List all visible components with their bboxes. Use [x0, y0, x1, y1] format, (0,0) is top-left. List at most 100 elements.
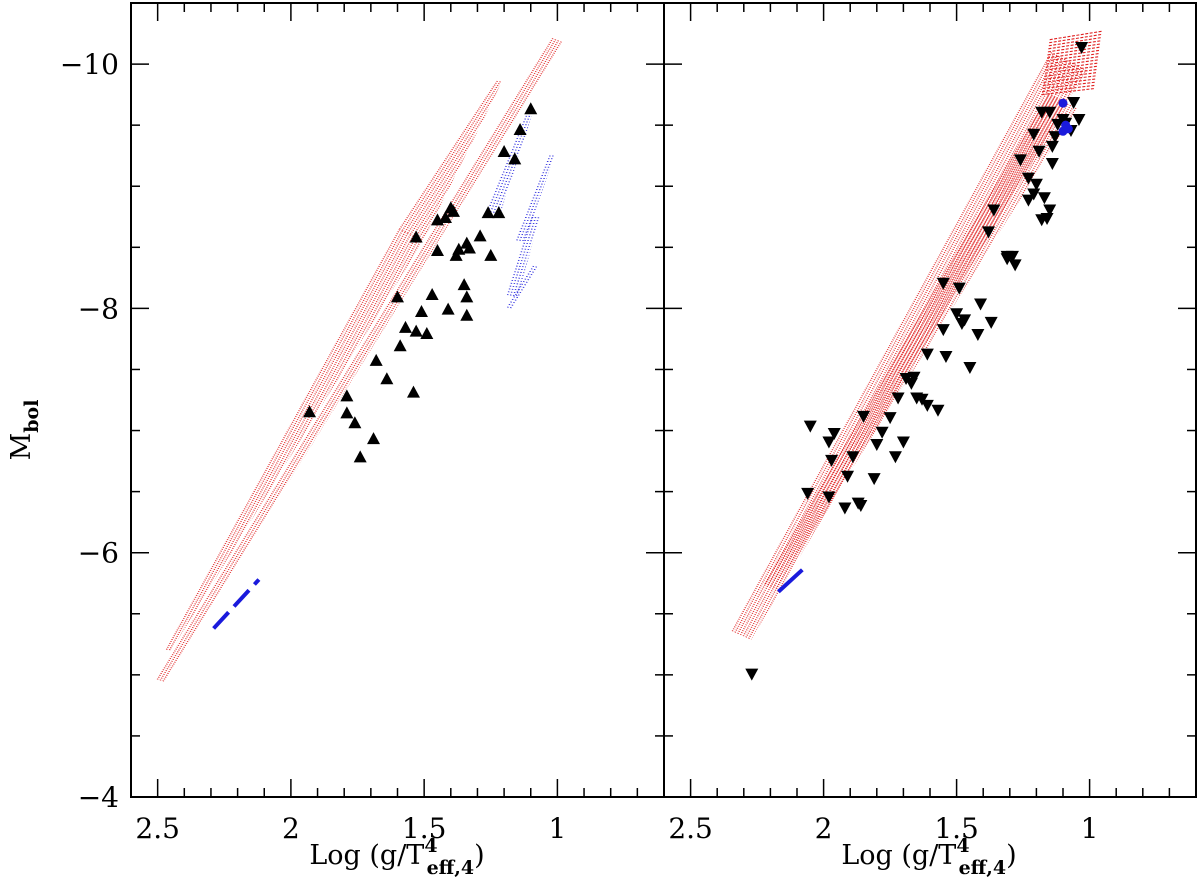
band-hatch-line	[309, 388, 328, 398]
band-hatch-line	[366, 286, 389, 298]
band-hatch-line	[921, 285, 952, 301]
band-hatch-line	[414, 204, 437, 215]
star-marker	[406, 385, 420, 398]
band-hatch-line	[1030, 88, 1066, 107]
star-marker	[1045, 158, 1059, 171]
band-hatch-line	[933, 291, 956, 304]
band-hatch-line	[419, 196, 441, 207]
band-hatch-line	[747, 601, 769, 612]
band-hatch-line	[193, 598, 202, 602]
band-hatch-line	[902, 319, 932, 335]
band-hatch-line	[750, 595, 772, 606]
star-marker	[958, 314, 972, 327]
band-hatch-line	[1045, 61, 1081, 81]
band-hatch-line	[799, 506, 823, 519]
band-hatch-line	[526, 234, 536, 236]
band-hatch-line	[1012, 154, 1040, 170]
band-hatch-line	[308, 390, 327, 400]
band-hatch-line	[492, 86, 500, 89]
band-hatch-line	[341, 331, 362, 341]
band-hatch-line	[267, 465, 282, 473]
band-hatch-line	[251, 494, 264, 501]
band-hatch-line	[528, 208, 536, 211]
star-marker	[896, 436, 910, 449]
band-hatch-line	[159, 674, 168, 679]
band-hatch-line	[513, 274, 524, 276]
band-hatch-line	[783, 535, 807, 547]
band-hatch-line	[362, 294, 384, 306]
band-hatch-line	[802, 501, 827, 513]
band-hatch-line	[795, 514, 819, 526]
band-hatch-line	[767, 577, 781, 584]
band-hatch-line	[516, 239, 525, 242]
band-hatch-line	[347, 321, 368, 332]
band-hatch-line	[496, 127, 507, 133]
band-hatch-line	[192, 620, 201, 624]
band-hatch-line	[254, 519, 264, 523]
band-hatch-line	[981, 177, 1014, 195]
band-hatch-line	[230, 558, 240, 563]
band-hatch-line	[525, 237, 535, 239]
band-hatch-line	[170, 640, 177, 643]
band-hatch-line	[503, 116, 514, 122]
band-hatch-line	[1017, 147, 1045, 162]
y-axis-title: Mbol	[6, 400, 43, 461]
band-hatch-line	[518, 288, 524, 291]
band-hatch-line	[798, 508, 822, 521]
band-hatch-line	[884, 352, 913, 367]
band-hatch-line	[1029, 126, 1058, 142]
band-hatch-line	[766, 579, 780, 586]
x-tick-label: 2	[282, 812, 300, 845]
band-hatch-line	[529, 270, 536, 273]
star-marker	[846, 451, 860, 464]
band-hatch-line	[1004, 134, 1039, 153]
band-hatch-line	[194, 616, 204, 621]
band-hatch-line	[866, 407, 885, 418]
band-hatch-line	[1047, 57, 1084, 77]
band-hatch-line	[1039, 109, 1068, 125]
band-hatch-line	[505, 165, 516, 169]
band-hatch-line	[875, 370, 903, 384]
band-hatch-line	[408, 213, 432, 225]
band-hatch-line	[352, 311, 374, 323]
band-hatch-line	[1040, 107, 1069, 123]
band-hatch-line	[764, 583, 778, 589]
star-marker	[745, 668, 759, 681]
band-hatch-line	[201, 605, 211, 609]
band-hatch-line	[766, 566, 789, 578]
band-hatch-line	[518, 257, 529, 259]
band-hatch-line	[551, 38, 563, 43]
band-hatch-line	[522, 245, 532, 248]
band-hatch-line	[1029, 90, 1065, 109]
band-hatch-line	[492, 196, 506, 200]
band-hatch-line	[406, 217, 430, 229]
band-hatch-line	[502, 118, 513, 124]
band-hatch-line	[768, 575, 782, 582]
band-hatch-line	[916, 294, 946, 310]
band-hatch-line	[897, 329, 926, 344]
band-hatch-line	[1041, 105, 1070, 121]
band-hatch-line	[988, 163, 1022, 181]
band-hatch-line	[435, 172, 454, 182]
band-hatch-line	[920, 287, 951, 303]
band-hatch-line	[361, 296, 383, 308]
band-hatch-line	[492, 133, 503, 139]
band-hatch-line	[790, 524, 813, 536]
band-hatch-line	[804, 514, 820, 522]
band-hatch-line	[842, 429, 868, 443]
band-hatch-line	[741, 612, 762, 623]
band-hatch-line	[371, 277, 395, 289]
band-hatch-line	[363, 292, 385, 304]
band-hatch-line	[1003, 170, 1031, 184]
band-hatch-line	[799, 522, 815, 530]
band-hatch-line	[936, 286, 960, 298]
band-hatch-line	[500, 177, 512, 180]
band-hatch-line	[482, 101, 492, 105]
band-hatch-line	[898, 352, 919, 364]
band-hatch-line	[428, 183, 448, 194]
red-model-band-2	[399, 80, 503, 241]
band-hatch-line	[176, 646, 185, 650]
band-hatch-line	[184, 633, 193, 637]
band-hatch-line	[490, 137, 501, 142]
band-hatch-line	[499, 122, 510, 127]
